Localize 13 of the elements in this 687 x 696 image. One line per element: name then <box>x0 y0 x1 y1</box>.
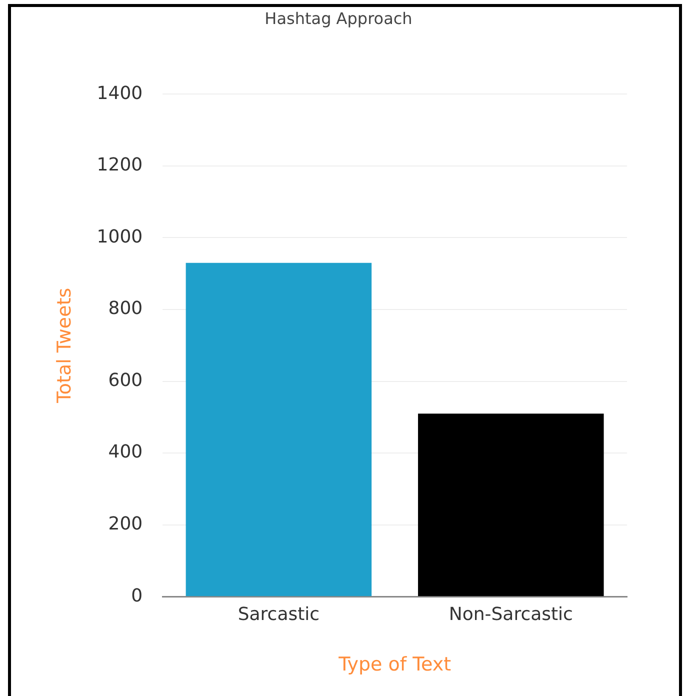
y-tick-label: 400 <box>108 442 143 463</box>
x-tick-label: Non-Sarcastic <box>448 604 573 626</box>
chart-title: Hashtag Approach <box>264 8 412 28</box>
y-axis-title: Total Tweets <box>53 288 76 404</box>
y-tick-label: 800 <box>108 298 143 320</box>
x-tick-label: Sarcastic <box>238 604 320 626</box>
y-tick-label: 600 <box>108 370 143 391</box>
y-tick-label: 200 <box>108 514 143 534</box>
y-tick-label: 1400 <box>96 82 143 104</box>
x-axis-title: Type of Text <box>338 654 452 676</box>
y-tick-label: 1000 <box>96 226 143 248</box>
y-tick-label: 1200 <box>96 154 143 176</box>
y-tick-label: 0 <box>131 585 143 606</box>
